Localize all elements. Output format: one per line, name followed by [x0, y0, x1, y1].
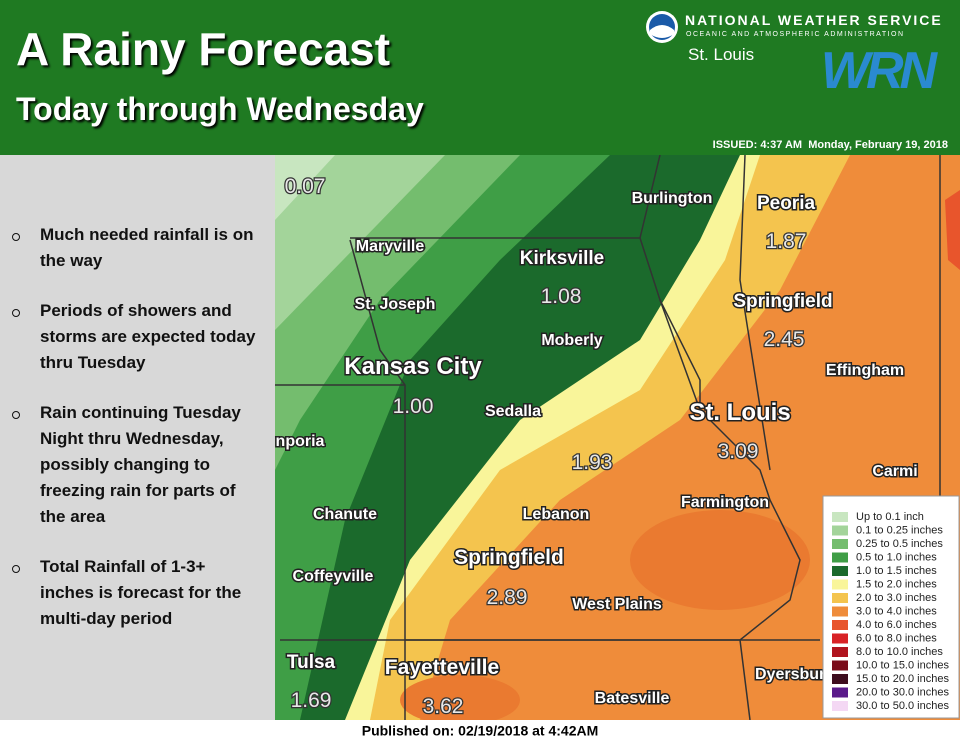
city: Dyersburg — [755, 666, 835, 683]
city: Carmi — [872, 463, 917, 480]
city: Springfield — [733, 291, 832, 312]
legend-label: 8.0 to 10.0 inches — [856, 646, 943, 658]
legend-label: 2.0 to 3.0 inches — [856, 592, 937, 604]
rain-amount: 3.62 — [423, 695, 464, 718]
legend-swatch — [832, 579, 848, 590]
city: Sedalla — [485, 403, 541, 420]
legend-label: 15.0 to 20.0 inches — [856, 673, 949, 685]
side-panel — [0, 155, 275, 720]
title: A Rainy Forecast — [16, 23, 390, 75]
state-border — [275, 155, 941, 720]
city: Coffeyville — [293, 568, 374, 585]
legend-swatch — [832, 674, 848, 684]
legend-swatch — [832, 701, 848, 711]
city: Maryville — [356, 238, 425, 255]
legend-swatch — [832, 525, 848, 536]
legend-label: 10.0 to 15.0 inches — [856, 659, 949, 671]
city: Chanute — [313, 506, 377, 523]
legend-swatch — [832, 633, 848, 644]
legend-swatch — [832, 660, 848, 671]
city: Moberly — [541, 332, 602, 349]
legend-swatch — [832, 566, 848, 576]
city: Kirksville — [520, 248, 605, 269]
legend-swatch — [832, 552, 848, 563]
legend-swatch — [832, 539, 848, 549]
rain-amount: 1.08 — [541, 285, 582, 308]
city: nporia — [276, 433, 325, 450]
city: Kansas City — [344, 353, 482, 380]
legend-label: 30.0 to 50.0 inches — [856, 700, 949, 712]
legend-label: Up to 0.1 inch — [856, 511, 924, 523]
legend-label: 6.0 to 8.0 inches — [856, 632, 937, 644]
rain-amount: 1.87 — [766, 230, 807, 253]
rain-amount: 1.00 — [393, 395, 434, 418]
bullet: Rain continuing Tuesday Night thru Wedne… — [0, 400, 272, 530]
band — [400, 675, 520, 720]
legend-label: 0.25 to 0.5 inches — [856, 538, 943, 550]
legend-label: 20.0 to 30.0 inches — [856, 686, 949, 698]
cities: Burlington Peoria Maryville Kirksville S… — [274, 189, 919, 709]
agency: NATIONAL WEATHER SERVICE — [685, 12, 943, 28]
footer: Published on: 02/19/2018 at 4:42AM — [362, 723, 599, 739]
legend-label: 3.0 to 4.0 inches — [856, 605, 937, 617]
band — [945, 190, 960, 270]
issued: ISSUED: 4:37 AM Monday, February 19, 201… — [713, 139, 948, 151]
map — [275, 155, 960, 720]
rain-amount: 0.07 — [285, 175, 326, 198]
agency-sub: OCEANIC AND ATMOSPHERIC ADMINISTRATION — [686, 31, 905, 38]
city: St. Joseph — [355, 296, 436, 313]
legend-label: 0.1 to 0.25 inches — [856, 524, 943, 536]
rain-amount: 1.69 — [291, 689, 332, 712]
wrn-logo: WRN — [821, 42, 939, 100]
rain-amount: 3.09 — [718, 440, 759, 463]
header-band — [0, 0, 960, 155]
legend-swatch — [832, 687, 848, 698]
city: Farmington — [681, 494, 769, 511]
band — [630, 510, 810, 610]
city: Burlington — [632, 190, 713, 207]
bullet: Total Rainfall of 1-3+ inches is forecas… — [0, 554, 272, 632]
city: Batesville — [595, 690, 670, 707]
city: Lebanon — [523, 506, 590, 523]
bullet: Periods of showers and storms are expect… — [0, 298, 272, 376]
rain-amount: 2.45 — [764, 328, 805, 351]
legend-swatch — [832, 512, 848, 522]
rain-amount: 1.93 — [572, 451, 613, 474]
city: Effingham — [826, 362, 904, 379]
bullet: Much needed rainfall is on the way — [0, 222, 272, 274]
legend-label: 1.0 to 1.5 inches — [856, 565, 937, 577]
legend-swatch — [832, 606, 848, 617]
city: Fayetteville — [385, 656, 499, 679]
city: Peoria — [757, 193, 816, 214]
state-border — [349, 237, 801, 641]
bullet-list: Much needed rainfall is on the way Period… — [0, 222, 272, 656]
legend-swatch — [832, 620, 848, 630]
city: St. Louis — [689, 399, 790, 426]
city: Springfield — [454, 546, 564, 569]
amounts: 0.07 1.87 1.08 2.45 1.00 1.93 3.09 2.89 … — [283, 174, 807, 720]
legend-swatch — [832, 593, 848, 603]
noaa-gull — [650, 25, 674, 38]
office: St. Louis — [688, 45, 754, 64]
city: West Plains — [572, 596, 662, 613]
subtitle: Today through Wednesday — [16, 91, 424, 127]
city: Tulsa — [287, 652, 336, 673]
legend-label: 0.5 to 1.0 inches — [856, 551, 937, 563]
legend-swatch — [832, 647, 848, 657]
rain-amount: 2.89 — [487, 586, 528, 609]
legend-label: 1.5 to 2.0 inches — [856, 578, 937, 590]
legend-label: 4.0 to 6.0 inches — [856, 619, 937, 631]
